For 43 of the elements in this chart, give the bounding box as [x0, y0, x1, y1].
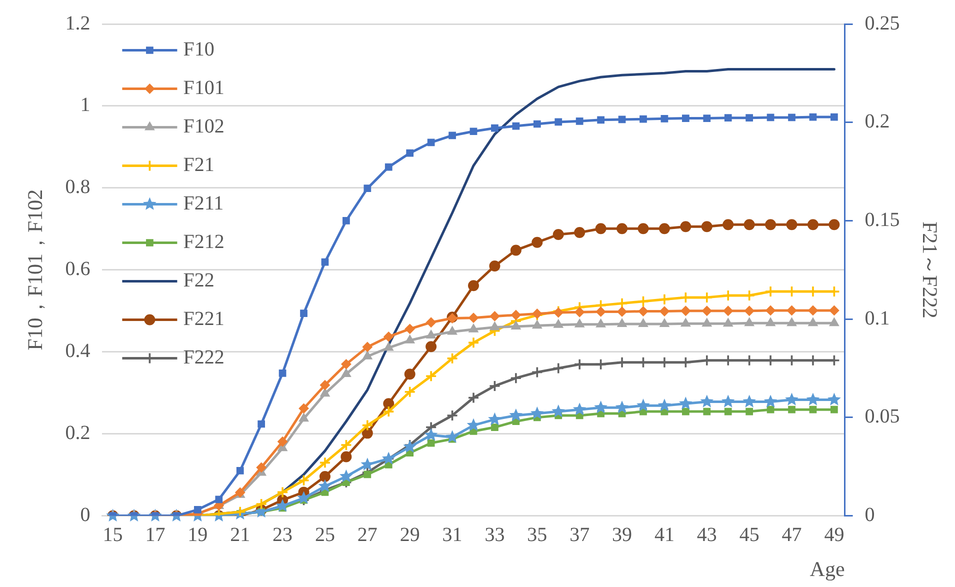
x-tick-label: 19 [188, 524, 208, 546]
y2-tick-label: 0.25 [864, 12, 900, 34]
legend-label: F211 [183, 192, 224, 214]
x-tick-label: 29 [400, 524, 420, 546]
x-tick-label: 39 [612, 524, 632, 546]
x-tick-label: 45 [739, 524, 760, 546]
x-tick-label: 33 [484, 524, 505, 546]
y2-tick-label: 0 [864, 504, 875, 526]
x-tick-label: 41 [654, 524, 674, 546]
y2-tick-label: 0.2 [864, 110, 890, 133]
y2-tick-label: 0.15 [864, 208, 900, 231]
legend-label: F102 [183, 116, 224, 138]
x-tick-label: 47 [782, 524, 802, 546]
y-tick-label: 0.4 [65, 340, 90, 362]
x-tick-label: 27 [357, 524, 378, 546]
y2-tick-label: 0.1 [864, 307, 890, 330]
legend-label: F221 [183, 308, 224, 330]
y-tick-label: 1.2 [65, 12, 90, 34]
x-tick-label: 31 [442, 524, 462, 546]
y-tick-label: 0.2 [65, 422, 90, 444]
x-tick-label: 21 [230, 524, 250, 546]
x-tick-label: 15 [102, 524, 123, 546]
legend-label: F101 [183, 77, 224, 99]
x-tick-label: 25 [314, 524, 335, 546]
legend-label: F22 [183, 270, 214, 292]
x-tick-label: 35 [527, 524, 548, 546]
legend-label: F21 [183, 154, 214, 176]
y-axis-title: F10，F101，F102 [23, 189, 48, 350]
x-tick-label: 49 [824, 524, 844, 546]
legend-label: F212 [183, 231, 224, 253]
x-tick-label: 37 [570, 524, 590, 546]
y2-axis-title: F21～F222 [918, 221, 942, 318]
legend-label: F10 [183, 38, 214, 60]
y-tick-label: 0.8 [65, 176, 90, 198]
y-tick-label: 0 [80, 504, 90, 526]
x-tick-label: 17 [145, 524, 166, 546]
x-tick-label: 43 [696, 524, 717, 546]
x-axis-title: Age [810, 556, 845, 581]
y2-tick-label: 0.05 [864, 406, 900, 428]
y-tick-label: 0.6 [65, 258, 90, 280]
y-tick-label: 1 [80, 94, 90, 116]
x-tick-label: 23 [272, 524, 293, 546]
legend-label: F222 [183, 346, 224, 368]
